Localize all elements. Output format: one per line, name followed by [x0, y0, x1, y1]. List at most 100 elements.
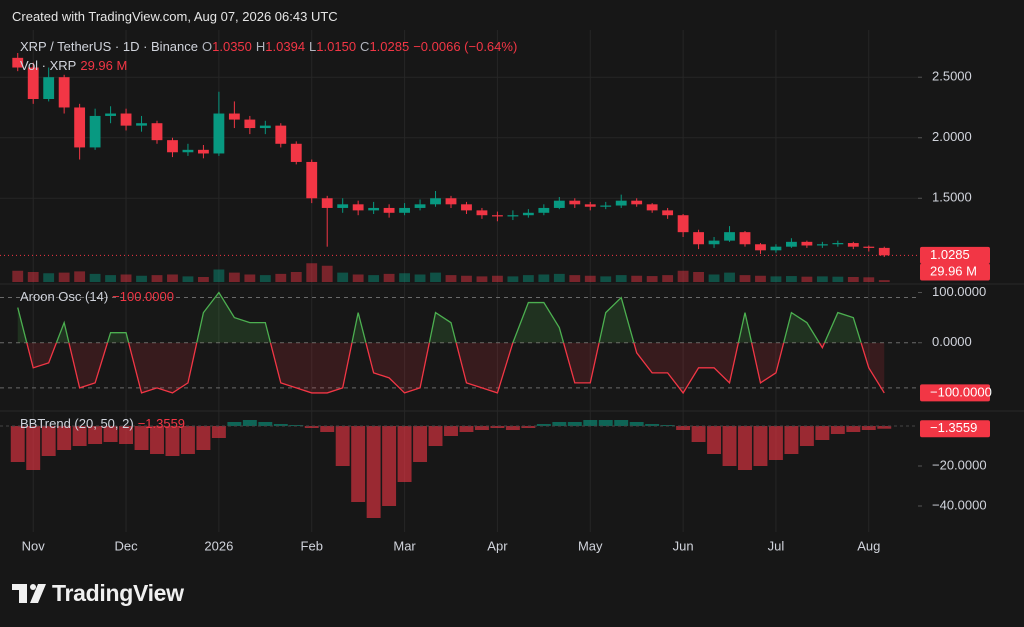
x-tick-label: Feb [301, 538, 323, 553]
candle-body [832, 243, 844, 245]
x-tick-label: Jun [673, 538, 694, 553]
histogram-bar [474, 426, 489, 430]
candle-body [631, 200, 643, 205]
histogram-bar [242, 420, 257, 426]
candle-body [414, 204, 426, 208]
candle-body [151, 123, 163, 141]
volume-bar [801, 276, 813, 282]
oscillator-line [26, 342, 885, 395]
candle-body [615, 200, 627, 206]
histogram-bar [629, 422, 644, 426]
histogram-bar [351, 426, 366, 502]
volume-bar [507, 276, 519, 282]
candle-body [786, 241, 797, 247]
volume-bar [352, 274, 364, 282]
histogram-bar [505, 426, 520, 430]
aroon-legend: Aroon Osc (14) −100.0000 [20, 289, 178, 304]
y-tick-label: 2.0000 [932, 129, 972, 144]
histogram-bar [103, 426, 118, 442]
candle-body [476, 210, 488, 216]
candle-body [461, 204, 472, 211]
volume-bar [198, 277, 209, 282]
histogram-bar [815, 426, 830, 440]
volume-bar [770, 276, 782, 282]
candle-body [120, 113, 132, 126]
ohlc-label: L [309, 39, 317, 54]
volume-bar [383, 273, 395, 282]
volume-bar [120, 274, 132, 282]
candle-body [74, 107, 86, 148]
histogram-bar [119, 426, 134, 444]
candle-body [27, 67, 39, 99]
candle-body [770, 246, 782, 251]
candle-body [399, 207, 410, 213]
histogram-bar [428, 426, 443, 446]
volume-bar [646, 276, 658, 282]
volume-bar [136, 275, 147, 282]
candle-body [58, 77, 70, 108]
symbol: XRP / TetherUS · 1D · Binance [20, 39, 198, 54]
price-badge-label: 29.96 M [930, 263, 977, 278]
volume-bar [228, 272, 240, 282]
price-badge-label: −1.3559 [930, 420, 977, 435]
histogram-bar [397, 426, 412, 482]
volume-bar [832, 276, 844, 282]
candle-body [507, 215, 519, 217]
y-tick-label: −20.0000 [932, 457, 987, 472]
histogram-bar [722, 426, 737, 466]
volume-bar [58, 272, 70, 282]
candle-body [553, 200, 565, 208]
volume-bar [662, 275, 674, 282]
price-badge [920, 384, 990, 402]
candle-body [167, 140, 178, 153]
candle-body [569, 200, 581, 205]
histogram-bar [614, 420, 629, 426]
indicator-value: −100.0000 [112, 289, 174, 304]
x-tick-label: Mar [393, 538, 416, 553]
volume-bar [461, 275, 472, 282]
candle-body [105, 113, 116, 116]
histogram-bar [211, 426, 226, 438]
histogram-bar [521, 426, 536, 428]
volume-bar [631, 275, 643, 282]
volume-bar [151, 275, 163, 282]
candle-body [259, 125, 271, 129]
histogram-bar [784, 426, 799, 454]
candle-body [12, 57, 24, 68]
candle-body [445, 198, 457, 205]
volume-bar [414, 274, 426, 282]
histogram-bar [320, 426, 335, 432]
volume-bar [74, 271, 86, 282]
bbtrend-legend: BBTrend (20, 50, 2) −1.3559 [20, 416, 189, 431]
histogram-bar [444, 426, 458, 436]
histogram-bar [258, 422, 273, 426]
price-badge [920, 263, 990, 281]
histogram-bar [598, 420, 613, 426]
volume-bar [786, 276, 797, 282]
candle-body [337, 204, 349, 208]
volume-bar [368, 275, 380, 282]
candle-body [430, 198, 441, 205]
ohlc-value: 1.0394 [265, 39, 306, 54]
indicator-value: 29.96 M [80, 58, 128, 73]
x-tick-label: 2026 [204, 538, 233, 553]
candle-body [584, 204, 596, 207]
candle-body [693, 232, 704, 245]
volume-bar [847, 277, 859, 282]
volume-bar [863, 277, 875, 282]
volume-bar [476, 276, 488, 282]
volume-bar [693, 272, 704, 282]
volume-bar [708, 274, 720, 282]
candle-body [383, 207, 395, 213]
histogram-bar [196, 426, 211, 450]
change: −0.0066 (−0.64%) [413, 39, 518, 54]
candle-body [213, 113, 225, 154]
candle-body [801, 241, 813, 246]
candle-body [368, 207, 380, 211]
ohlc-label: C [360, 39, 370, 54]
volume-bar [27, 272, 39, 282]
volume-bar [259, 275, 271, 282]
x-tick-label: Dec [114, 538, 138, 553]
candle-body [198, 149, 209, 154]
logo-icon [12, 584, 46, 603]
